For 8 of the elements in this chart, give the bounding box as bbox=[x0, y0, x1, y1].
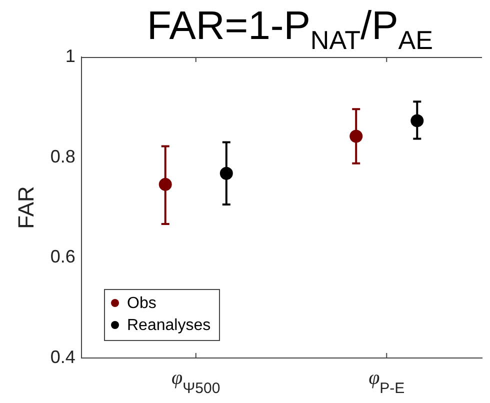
y-tick-label: 0.4 bbox=[50, 346, 76, 367]
legend-label: Obs bbox=[127, 295, 156, 312]
y-axis-title: FAR bbox=[13, 186, 38, 229]
y-tick-label: 1 bbox=[65, 46, 76, 66]
legend-label: Reanalyses bbox=[127, 317, 211, 334]
y-tick-label: 0.6 bbox=[50, 246, 76, 267]
y-tick-label: 0.8 bbox=[50, 146, 76, 166]
chart-title: FAR=1-P$_{NAT}$/P$_{AE}$ bbox=[146, 3, 434, 55]
